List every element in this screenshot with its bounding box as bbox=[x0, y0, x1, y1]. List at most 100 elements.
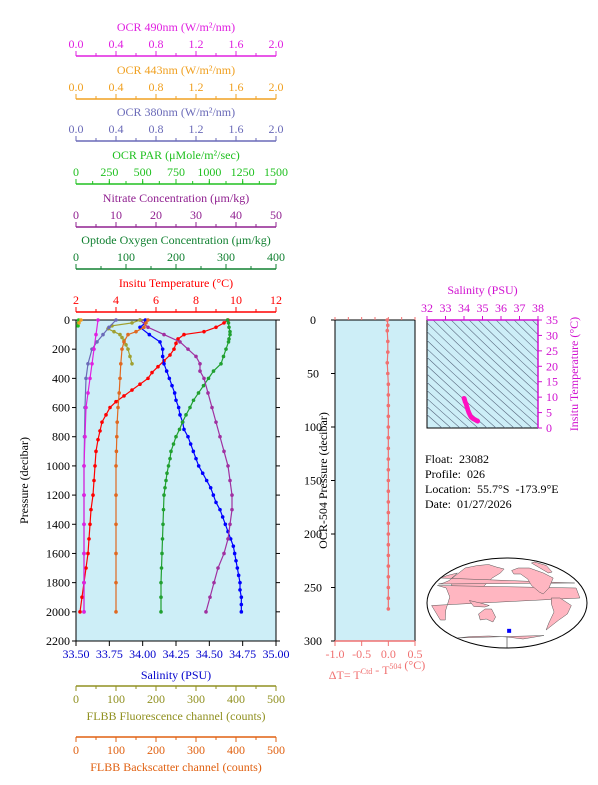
axis-tick-label: 100 bbox=[107, 743, 125, 757]
dt-x-axis-label: ΔT= TCtd - T504 (°C) bbox=[329, 658, 425, 682]
series-point bbox=[92, 478, 96, 483]
series-point bbox=[77, 321, 81, 325]
series-point bbox=[226, 537, 230, 541]
ts-x-tick-label: 37 bbox=[514, 301, 526, 315]
axis-tick-label: 400 bbox=[227, 692, 245, 706]
series-point bbox=[112, 329, 116, 334]
dt-point bbox=[386, 425, 391, 429]
axis-title: FLBB Fluorescence channel (counts) bbox=[87, 709, 266, 723]
axis-title: Insitu Temperature (°C) bbox=[119, 276, 233, 290]
dt-point bbox=[386, 457, 391, 461]
series-point bbox=[168, 353, 172, 357]
dt-y-tick-label: 0 bbox=[310, 313, 316, 327]
series-point bbox=[142, 325, 146, 330]
series-point bbox=[230, 507, 234, 512]
dt-point bbox=[385, 318, 390, 322]
series-point bbox=[174, 398, 178, 403]
series-point bbox=[161, 507, 166, 512]
series-line bbox=[83, 319, 99, 612]
series-point bbox=[228, 537, 233, 541]
series-point bbox=[220, 515, 225, 519]
axis-tick-label: 35.00 bbox=[263, 647, 290, 661]
series-point bbox=[84, 566, 88, 570]
dt-y-tick-label: 100 bbox=[304, 420, 322, 434]
axis-title: OCR 443nm (W/m²/nm) bbox=[117, 63, 235, 77]
axis-par: 0 250 500 750 1000 1250 1500 OCR PAR (μMole/m²/… bbox=[73, 148, 288, 185]
axis-tick-label: 0 bbox=[73, 165, 79, 179]
ts-x-tick-label: 32 bbox=[421, 301, 433, 315]
ts-point bbox=[475, 418, 481, 424]
density-contour bbox=[427, 348, 515, 428]
dt-point bbox=[385, 328, 390, 333]
axis-tick-label: 10 bbox=[230, 293, 242, 307]
series-point bbox=[170, 383, 174, 388]
series-point bbox=[163, 485, 167, 490]
series-point bbox=[100, 420, 104, 424]
ts-y-tick-label: 10 bbox=[546, 390, 558, 404]
series-point bbox=[222, 449, 226, 454]
dt-point bbox=[386, 575, 391, 579]
series-point bbox=[114, 522, 118, 527]
ts-x-tick-label: 35 bbox=[477, 301, 489, 315]
density-contour bbox=[504, 320, 538, 353]
ts-density-contours bbox=[427, 320, 538, 428]
density-contour bbox=[531, 320, 538, 327]
dt-y-tick-label: 300 bbox=[304, 634, 322, 648]
dt-y-axis-label: OCR-504 Pressure (decibar) bbox=[316, 412, 330, 549]
axis-tick-label: 500 bbox=[267, 743, 285, 757]
dt-label-part: Ctd bbox=[361, 667, 373, 676]
dt-point bbox=[386, 403, 391, 408]
series-point bbox=[160, 551, 164, 556]
series-point bbox=[98, 429, 102, 433]
series-point bbox=[162, 493, 166, 497]
axis-nitrate: 0 10 20 30 40 50 Nitrate Concentration (μm/kg) bbox=[73, 191, 282, 228]
series-point bbox=[188, 442, 193, 446]
series-point bbox=[92, 347, 96, 351]
axis-tick-label: 0 bbox=[73, 743, 79, 757]
series-point bbox=[236, 573, 241, 578]
series-point bbox=[96, 318, 100, 322]
series-point bbox=[86, 391, 90, 395]
series-point bbox=[224, 347, 228, 351]
series-point bbox=[82, 464, 86, 468]
axis-tick-label: 500 bbox=[267, 692, 285, 706]
axis-tick-label: 1.6 bbox=[229, 122, 244, 136]
axis-tick-label: 0.0 bbox=[69, 122, 84, 136]
series-point bbox=[94, 449, 98, 454]
axis-tick-label: 20 bbox=[150, 208, 162, 222]
series-point bbox=[167, 376, 172, 381]
series-point bbox=[225, 318, 230, 322]
ts-y-tick-label: 20 bbox=[546, 359, 558, 373]
ts-x-tick-label: 36 bbox=[495, 301, 507, 315]
axis-tick-label: 50 bbox=[270, 208, 282, 222]
map-land bbox=[431, 561, 581, 648]
series-point bbox=[239, 610, 244, 614]
map-landmass bbox=[530, 561, 553, 574]
map-landmass bbox=[511, 567, 554, 595]
series-point bbox=[191, 398, 196, 403]
dt-point bbox=[386, 393, 391, 397]
axis-tick-label: 33.50 bbox=[63, 647, 90, 661]
axis-tick-label: 200 bbox=[147, 692, 165, 706]
dt-label-part: ΔT= T bbox=[329, 668, 362, 682]
series-point bbox=[222, 321, 226, 325]
ts-background bbox=[426, 319, 539, 429]
location: Location: 55.7°S -173.9°E bbox=[425, 482, 559, 496]
axis-tick-label: 0 bbox=[73, 692, 79, 706]
series-point bbox=[138, 325, 142, 330]
series-point bbox=[130, 388, 134, 392]
series-point bbox=[138, 318, 142, 322]
axis-tick-label: 200 bbox=[167, 250, 185, 264]
ts-y-tick-label: 30 bbox=[546, 328, 558, 342]
series-point bbox=[216, 566, 220, 570]
ts-series bbox=[461, 395, 481, 424]
float-info: Float: 23082 Profile: 026 Location: 55.7… bbox=[425, 452, 559, 512]
series-point bbox=[86, 361, 90, 366]
series-point bbox=[126, 347, 130, 351]
axis-tick-label: 100 bbox=[117, 250, 135, 264]
series-point bbox=[159, 580, 163, 585]
y-tick-label: 200 bbox=[52, 342, 70, 356]
series-point bbox=[159, 595, 163, 600]
series-point bbox=[212, 580, 216, 585]
series-point bbox=[144, 321, 148, 325]
